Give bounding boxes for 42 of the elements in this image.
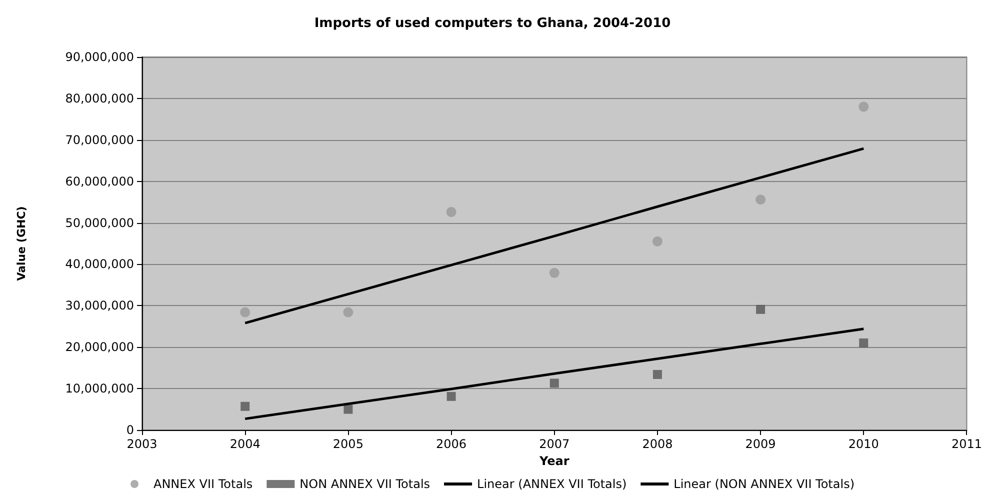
y-axis-title: Value (GHC) — [15, 206, 28, 281]
x-tick-label: 2004 — [230, 437, 260, 451]
x-tick-label: 2009 — [745, 437, 776, 451]
point — [446, 207, 456, 217]
point — [549, 268, 560, 278]
point — [756, 304, 766, 314]
legend-label: Linear (ANNEX VII Totals) — [477, 477, 627, 491]
y-tick-label: 60,000,000 — [65, 174, 134, 188]
chart-title: Imports of used computers to Ghana, 2004-2010 — [314, 16, 671, 31]
point — [240, 307, 250, 318]
point — [859, 338, 868, 348]
y-tick-label: 0 — [126, 423, 134, 437]
y-tick-label: 80,000,000 — [65, 91, 134, 106]
point — [240, 402, 250, 411]
y-tick-label: 20,000,000 — [65, 340, 134, 354]
y-tick-label: 70,000,000 — [65, 132, 134, 147]
point — [446, 392, 456, 401]
point — [652, 370, 662, 379]
x-tick-label: 2006 — [436, 437, 467, 451]
x-tick-label: 2008 — [642, 437, 673, 451]
x-tick-label: 2011 — [951, 437, 982, 451]
x-tick-label: 2005 — [332, 437, 364, 451]
x-tick-label: 2010 — [848, 437, 879, 451]
point — [550, 378, 559, 388]
point — [652, 236, 662, 246]
y-tick-label: 30,000,000 — [65, 298, 134, 313]
y-tick-label: 10,000,000 — [65, 382, 134, 396]
legend-label: NON ANNEX VII Totals — [300, 477, 430, 491]
point — [858, 102, 869, 112]
y-tick-label: 90,000,000 — [65, 50, 134, 64]
y-tick-label: 40,000,000 — [65, 257, 134, 272]
y-tick-label: 50,000,000 — [65, 216, 134, 230]
line-series — [244, 147, 865, 324]
x-axis-title: Year — [538, 454, 570, 468]
x-tick-label: 2003 — [126, 437, 158, 451]
point — [756, 194, 766, 205]
point — [343, 307, 354, 318]
line-series — [244, 328, 865, 420]
legend-label: Linear (NON ANNEX VII Totals) — [674, 477, 854, 491]
legend-label: ANNEX VII Totals — [154, 477, 253, 491]
point — [344, 404, 353, 414]
x-tick-label: 2007 — [539, 437, 570, 451]
